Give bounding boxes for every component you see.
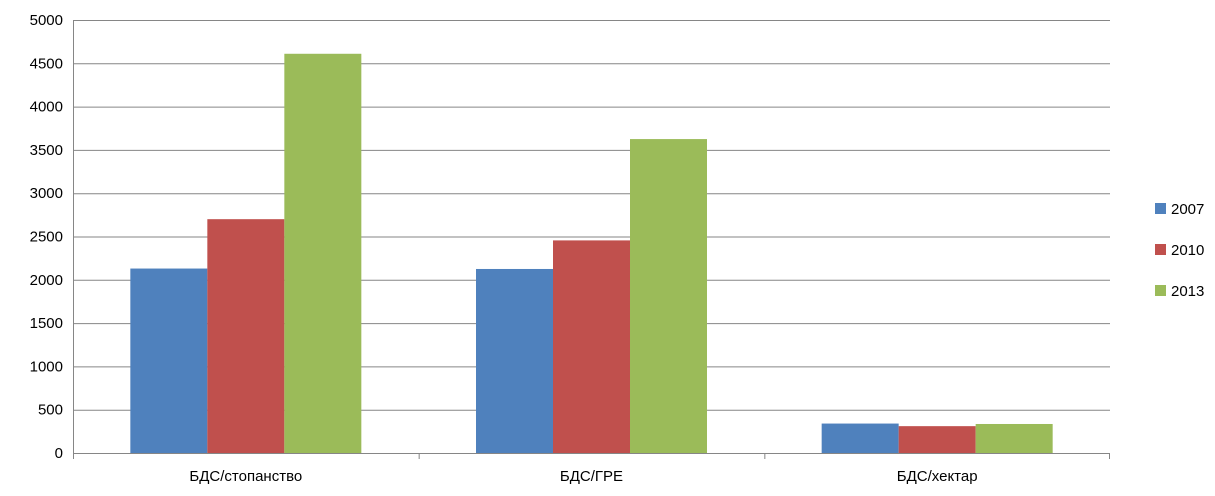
x-axis: [73, 20, 1110, 459]
legend-swatch-2007: [1155, 203, 1166, 214]
legend: 2007 2010 2013: [1155, 201, 1204, 300]
legend-label: 2007: [1171, 201, 1204, 218]
bar-2007: [821, 423, 899, 453]
y-tick-label: 4500: [30, 55, 63, 72]
bar-2013: [630, 139, 707, 453]
bar-2007: [476, 268, 553, 453]
x-category-label: БДС/стопанство: [189, 468, 302, 485]
bar-2010: [207, 219, 285, 453]
legend-swatch-2013: [1155, 285, 1166, 296]
y-tick-label: 0: [55, 445, 63, 462]
y-tick-label: 2500: [30, 229, 63, 246]
y-tick-label: 2000: [30, 272, 63, 289]
legend-label: 2013: [1171, 283, 1204, 300]
y-axis-tick-labels: 0 500 1000 1500 2000 2500 3000 3500 4000 4500 5000: [30, 12, 63, 462]
x-axis-category-labels: БДС/стопанство БДС/ГРЕ БДС/хектар: [189, 468, 977, 485]
bars: [130, 53, 1053, 454]
bar-2010: [553, 240, 630, 453]
x-category-label: БДС/ГРЕ: [560, 468, 623, 485]
bar-2013: [975, 423, 1053, 453]
y-tick-label: 3000: [30, 185, 63, 202]
y-tick-label: 4000: [30, 99, 63, 116]
y-tick-label: 3500: [30, 142, 63, 159]
bar-2007: [130, 268, 208, 453]
legend-label: 2010: [1171, 242, 1204, 259]
y-tick-label: 1500: [30, 315, 63, 332]
y-tick-label: 5000: [30, 12, 63, 29]
legend-swatch-2010: [1155, 244, 1166, 255]
x-category-label: БДС/хектар: [897, 468, 978, 485]
y-tick-label: 1000: [30, 358, 63, 375]
y-tick-label: 500: [38, 402, 63, 419]
bar-2010: [898, 426, 976, 453]
bar-2013: [284, 53, 362, 454]
